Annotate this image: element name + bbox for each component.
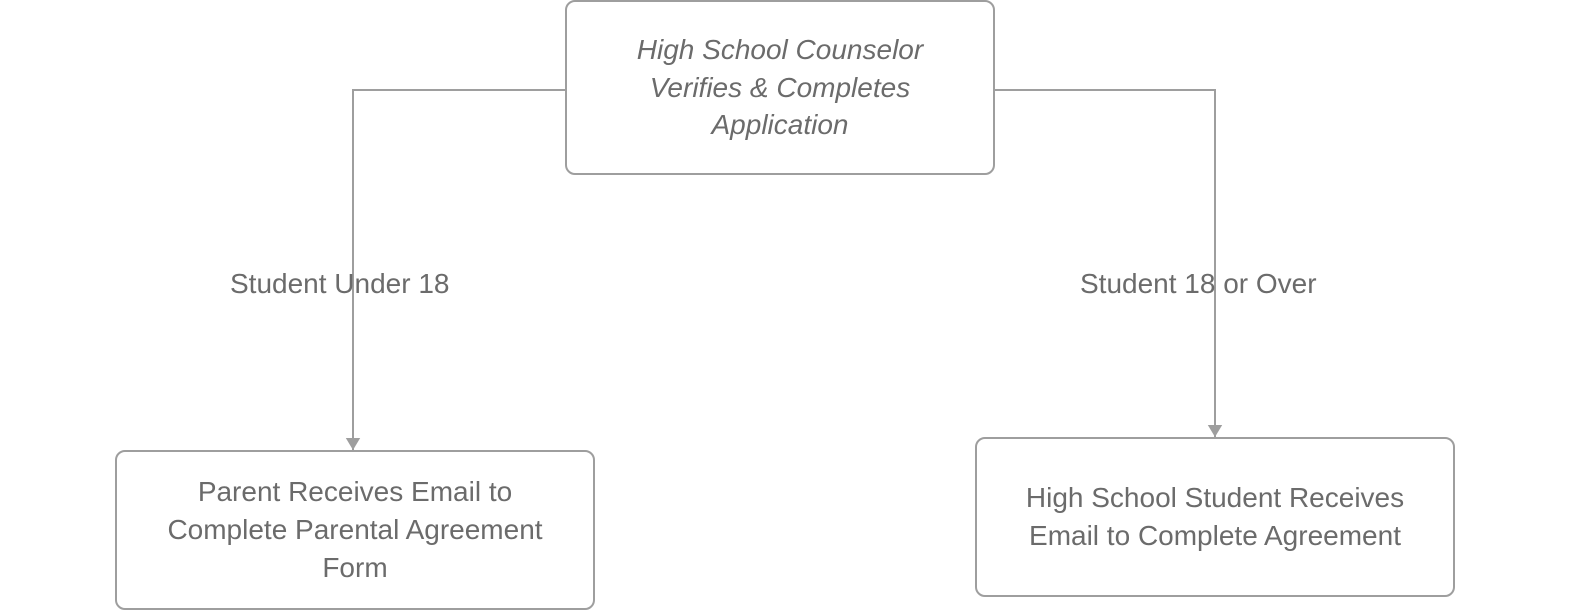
flowchart-edge-label: Student 18 or Over bbox=[1080, 268, 1317, 300]
flowchart-edge bbox=[0, 0, 1570, 560]
